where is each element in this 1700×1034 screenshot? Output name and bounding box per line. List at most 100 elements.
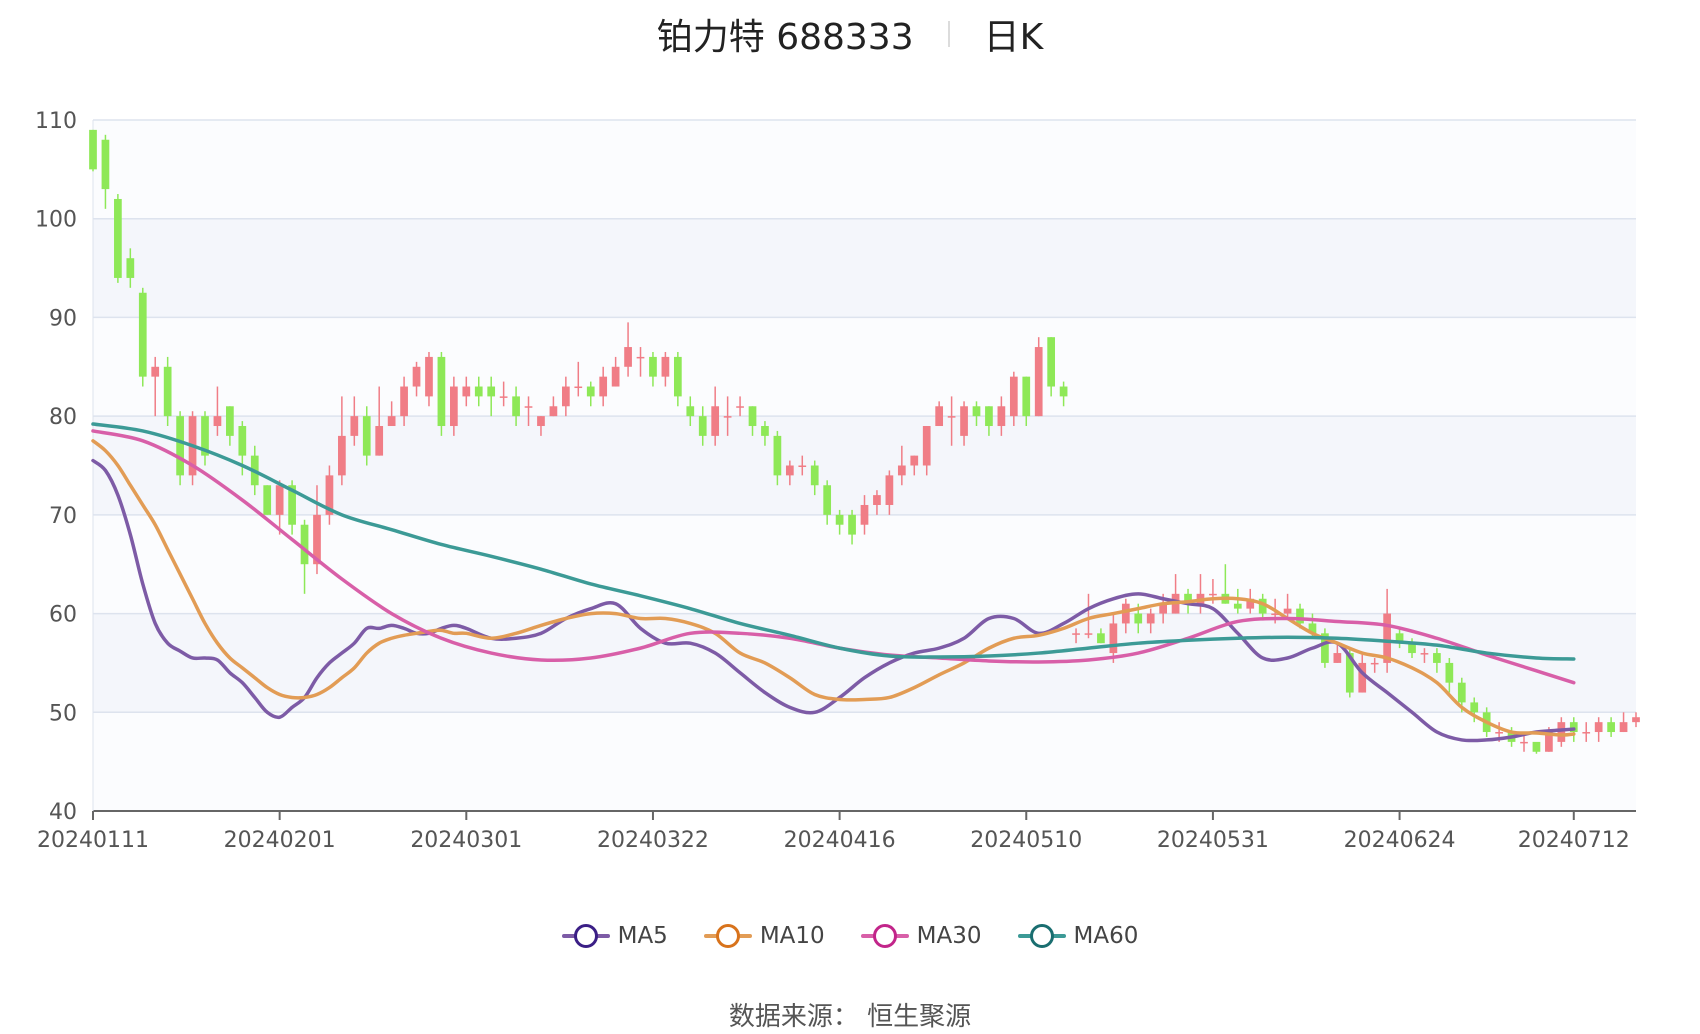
candle-body xyxy=(1159,603,1168,614)
y-tick-label: 70 xyxy=(49,504,77,529)
chart-title: 铂力特 688333 日K xyxy=(0,6,1700,62)
candle xyxy=(1258,593,1267,619)
candle xyxy=(101,134,110,209)
y-tick-label: 80 xyxy=(49,405,77,430)
legend-circle-icon xyxy=(872,924,897,948)
candle-body xyxy=(387,416,396,427)
candle-body xyxy=(723,416,732,418)
y-tick-label: 110 xyxy=(35,109,77,134)
candle-body xyxy=(897,465,906,476)
candle-body xyxy=(338,435,346,476)
candle-body xyxy=(226,406,234,436)
candle-body xyxy=(873,495,881,505)
candle-body xyxy=(1408,643,1416,654)
candle-body xyxy=(474,386,483,397)
candle-body xyxy=(823,485,832,515)
candle-body xyxy=(238,426,247,456)
candle-body xyxy=(1209,593,1217,596)
candle-body xyxy=(686,406,695,417)
y-tick-label: 50 xyxy=(49,701,77,726)
candle-body xyxy=(673,356,682,397)
candle xyxy=(387,401,396,427)
candle-body xyxy=(1022,376,1031,417)
candle-body xyxy=(1097,633,1105,644)
candle xyxy=(89,129,97,172)
candle xyxy=(910,455,919,476)
candle-body xyxy=(960,406,968,436)
x-axis: 20240111 20240201 20240301 20240322 20240416… xyxy=(37,120,1636,853)
candle xyxy=(1445,657,1454,693)
candle-body xyxy=(574,386,583,389)
candle-body xyxy=(1072,633,1080,635)
candle xyxy=(325,465,334,525)
candle-body xyxy=(910,455,919,466)
legend-item-ma5[interactable]: MA5 xyxy=(561,923,668,949)
candle xyxy=(400,376,408,427)
candle xyxy=(586,381,595,407)
candle xyxy=(574,361,583,397)
candle xyxy=(1084,593,1093,639)
y-tick-label: 90 xyxy=(49,306,77,331)
candle-body xyxy=(561,386,570,407)
candle xyxy=(362,406,371,466)
legend-item-ma10[interactable]: MA10 xyxy=(703,923,825,949)
candle xyxy=(761,421,769,446)
candle-body xyxy=(1134,613,1143,624)
candle xyxy=(1582,722,1591,742)
candle-body xyxy=(935,406,944,427)
x-tick-label: 20240301 xyxy=(410,828,522,853)
candle xyxy=(823,480,832,525)
candle xyxy=(1022,376,1031,427)
legend-circle-icon xyxy=(573,924,598,948)
stock-name-code: 铂力特 688333 xyxy=(656,17,914,58)
candle-body xyxy=(1569,722,1578,733)
candle xyxy=(114,194,122,283)
candle-body xyxy=(599,376,608,397)
candle xyxy=(1370,657,1379,673)
candle xyxy=(425,351,433,407)
candle-body xyxy=(1333,653,1342,663)
candle-body xyxy=(512,396,520,417)
candle-body xyxy=(1557,722,1566,742)
legend-item-ma30[interactable]: MA30 xyxy=(860,923,982,949)
candle xyxy=(275,480,284,535)
y-tick-label: 40 xyxy=(49,800,77,825)
candle-body xyxy=(549,406,558,417)
candle xyxy=(1333,643,1342,663)
candle xyxy=(350,396,359,446)
candle xyxy=(1097,628,1105,644)
candle-body xyxy=(748,406,757,427)
candle-body xyxy=(1495,732,1503,734)
candle xyxy=(947,396,956,446)
candle-body xyxy=(848,514,856,535)
candle-body xyxy=(499,396,508,398)
candle-body xyxy=(1321,633,1329,663)
candle-body xyxy=(325,475,334,515)
x-tick-label: 20240510 xyxy=(970,828,1082,853)
plot-band xyxy=(93,120,1636,219)
candle-body xyxy=(350,416,359,436)
candle-body xyxy=(798,465,807,467)
moving-average-lines xyxy=(91,422,1576,743)
legend-item-ma60[interactable]: MA60 xyxy=(1017,923,1138,949)
legend-marker xyxy=(860,924,909,948)
candle xyxy=(1607,717,1615,737)
candle xyxy=(748,406,757,436)
candle-body xyxy=(1470,702,1479,713)
x-tick-label: 20240111 xyxy=(37,828,149,853)
x-tick-label: 20240416 xyxy=(784,828,896,853)
candle-body xyxy=(313,514,321,565)
candle-body xyxy=(1607,722,1615,733)
candle-body xyxy=(1383,613,1391,663)
candle xyxy=(599,366,608,407)
candle-body xyxy=(151,366,160,377)
candle xyxy=(487,376,496,417)
candle xyxy=(126,248,135,288)
candle xyxy=(1283,593,1292,619)
candle xyxy=(450,376,458,436)
candle-body xyxy=(785,465,794,476)
candle-body xyxy=(1433,653,1441,663)
candle xyxy=(549,396,558,417)
candle-body xyxy=(1370,662,1379,665)
